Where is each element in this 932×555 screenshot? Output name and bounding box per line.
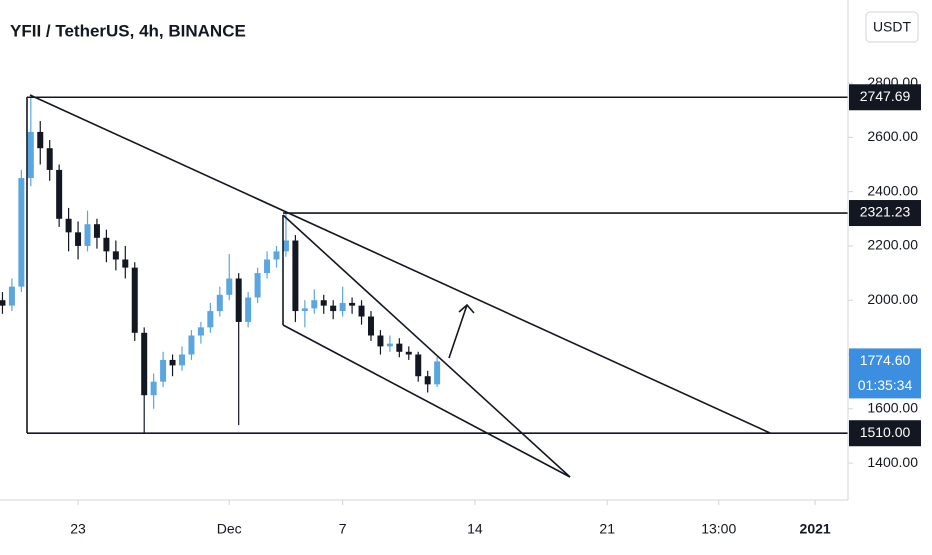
trendline — [29, 94, 771, 434]
candle-body — [93, 224, 100, 238]
candle-body — [349, 302, 356, 306]
candle-body — [396, 343, 403, 352]
candle-body — [358, 305, 365, 317]
last-price-box — [849, 348, 921, 399]
candle-body — [160, 359, 167, 382]
candle-body — [405, 351, 412, 355]
candle-body — [75, 232, 82, 246]
candle-body — [131, 267, 138, 333]
candle-body — [178, 354, 185, 366]
levels — [27, 96, 848, 435]
candle-body — [282, 240, 289, 252]
candle-body — [330, 305, 337, 312]
candle-body — [434, 361, 441, 385]
candle-body — [311, 300, 318, 309]
countdown-label: 01:35:34 — [858, 377, 913, 393]
x-tick-label: 7 — [339, 521, 347, 537]
candle-body — [197, 327, 204, 336]
candle-body — [207, 311, 214, 328]
candle-body — [65, 218, 72, 233]
wedge-line — [282, 324, 571, 478]
y-tick-label: 1600.00 — [867, 399, 918, 415]
candle-body — [386, 343, 393, 347]
candle-body — [367, 316, 374, 336]
candle-body — [112, 251, 119, 260]
candle-body — [235, 278, 242, 322]
y-tick-label: 2000.00 — [867, 291, 918, 307]
x-tick-label: 2021 — [800, 521, 831, 537]
x-tick-label: 23 — [70, 521, 86, 537]
y-tick-label: 2200.00 — [867, 237, 918, 253]
currency-button-label[interactable]: USDT — [873, 19, 912, 35]
candle-body — [84, 224, 91, 246]
candle-body — [18, 178, 25, 287]
price-labels: 2747.69 2321.23 1510.00 1774.60 01:35:34 — [849, 84, 921, 447]
candle-body — [216, 294, 223, 312]
candle-body — [415, 354, 422, 377]
candle-body — [339, 302, 346, 312]
candle-body — [273, 251, 280, 260]
price-level-box — [849, 84, 921, 111]
y-tick-label: 1400.00 — [867, 454, 918, 470]
x-tick-label: 13:00 — [701, 521, 736, 537]
candle-body — [292, 240, 299, 312]
candle-body — [141, 332, 148, 396]
x-tick-label: 14 — [467, 521, 483, 537]
candles — [0, 97, 441, 434]
candle-body — [226, 278, 233, 295]
price-level-label: 2747.69 — [860, 88, 911, 104]
candle-body — [103, 237, 110, 252]
candle-body — [46, 148, 53, 170]
chart-title: YFII / TetherUS, 4h, BINANCE — [10, 21, 246, 40]
arrow — [448, 304, 468, 359]
x-tick-label: Dec — [217, 521, 242, 537]
arrow-head — [458, 303, 475, 314]
candle-body — [424, 376, 431, 385]
candle-body — [188, 335, 195, 355]
price-level-box — [849, 200, 921, 227]
candle-body — [122, 259, 129, 268]
price-level-box — [849, 420, 921, 447]
candle-body — [8, 286, 15, 306]
price-level-label: 2321.23 — [860, 204, 911, 220]
candle-body — [27, 131, 34, 179]
candle-body — [320, 300, 327, 306]
candle-body — [37, 131, 44, 149]
last-price-label: 1774.60 — [860, 352, 911, 368]
candle-body — [150, 381, 157, 396]
candle-body — [0, 300, 6, 306]
candle-body — [169, 359, 176, 366]
price-level-label: 1510.00 — [860, 424, 911, 440]
x-tick-label: 21 — [599, 521, 615, 537]
candle-body — [56, 169, 63, 219]
candle-body — [254, 273, 261, 298]
y-tick-label: 2400.00 — [867, 182, 918, 198]
candle-body — [245, 297, 252, 322]
y-tick-label: 2600.00 — [867, 128, 918, 144]
candle-body — [264, 259, 271, 274]
candle-body — [377, 335, 384, 347]
candle-body — [301, 308, 308, 312]
currency-button[interactable] — [865, 11, 919, 43]
